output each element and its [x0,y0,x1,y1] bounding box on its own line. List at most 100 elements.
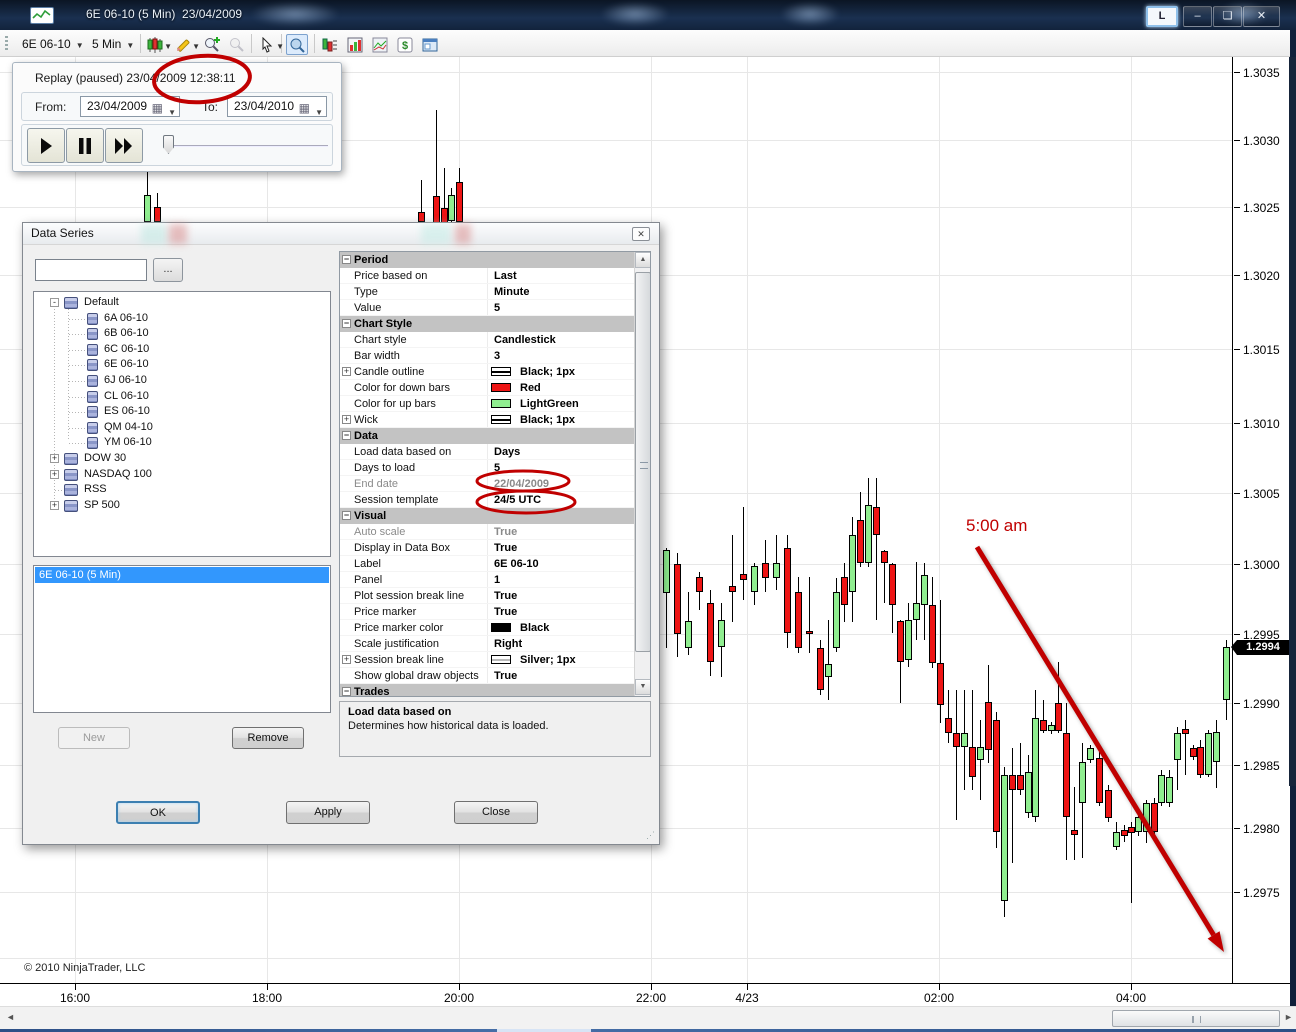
property-price-marker[interactable]: Price marker True [340,604,634,620]
tree-item-6e-06-10[interactable]: 6E 06-10 [34,357,330,373]
candlestick[interactable] [1223,647,1230,700]
resize-grip[interactable]: ⋰ [646,830,655,840]
property-auto-scale[interactable]: Auto scale True [340,524,634,540]
candlestick[interactable] [806,631,813,634]
dollar-button[interactable]: $ [394,34,416,55]
candlestick[interactable] [663,550,670,593]
property-chart-style[interactable]: Chart style Candlestick [340,332,634,348]
tree-item-6j-06-10[interactable]: 6J 06-10 [34,373,330,389]
candlestick[interactable] [889,564,896,605]
property-value[interactable]: Days [487,444,634,460]
panel-button[interactable] [419,34,441,55]
candlestick[interactable] [154,207,161,222]
property-label[interactable]: Label 6E 06-10 [340,556,634,572]
candlestick[interactable] [1197,747,1204,775]
collapse-icon[interactable]: − [342,254,351,264]
candlestick[interactable] [1151,803,1158,832]
zoom-in-button[interactable] [201,34,223,55]
candlestick[interactable] [833,592,840,648]
browse-button[interactable]: ... [153,258,183,282]
candlestick[interactable] [1213,732,1220,762]
candlestick[interactable] [921,575,928,605]
expand-icon[interactable]: + [50,468,59,479]
tree-item-sp-500[interactable]: + SP 500 [34,498,330,514]
candlestick[interactable] [707,603,714,662]
ok-button[interactable]: OK [116,801,200,824]
property-panel[interactable]: Panel 1 [340,572,634,588]
list-item-selected[interactable]: 6E 06-10 (5 Min) [35,567,329,583]
remove-button[interactable]: Remove [232,727,304,749]
property-value[interactable]: True [487,524,634,540]
candlestick[interactable] [674,564,681,634]
play-button[interactable] [27,128,65,163]
property-days-to-load[interactable]: Days to load 5 [340,460,634,476]
section-chart-style[interactable]: − Chart Style [340,316,634,332]
candlestick[interactable] [1009,775,1016,790]
tree-item-rss[interactable]: RSS [34,482,330,498]
data-series-dialog[interactable]: Data Series ✕ ... - Default 6A 06-10 6B 06-… [22,222,660,845]
property-value[interactable]: True [487,588,634,604]
property-value[interactable]: Value 5 [340,300,634,316]
chevron-down-icon[interactable]: ▼ [168,108,176,117]
candlestick[interactable] [825,664,832,677]
candlestick[interactable] [961,733,968,747]
scrollbar-thumb[interactable] [1112,1010,1280,1027]
minimize-button[interactable]: ‒ [1183,6,1212,27]
property-value[interactable]: 5 [487,300,634,316]
to-date-field[interactable]: 23/04/2010 ▦ ▼ [227,96,327,117]
candlestick[interactable] [969,747,976,777]
tree-item-6c-06-10[interactable]: 6C 06-10 [34,342,330,358]
candlestick[interactable] [905,620,912,660]
property-value[interactable]: 22/04/2009 [487,476,634,492]
series-list[interactable]: 6E 06-10 (5 Min) [33,565,331,713]
tree-item-ym-06-10[interactable]: YM 06-10 [34,435,330,451]
candlestick[interactable] [1166,777,1173,803]
property-show-global-draw-objects[interactable]: Show global draw objects True [340,668,634,684]
candlestick[interactable] [1128,827,1135,833]
candlestick[interactable] [1025,772,1032,813]
draw-button[interactable]: ▼ [172,34,200,55]
candlestick[interactable] [1040,720,1047,731]
candlestick[interactable] [729,586,736,592]
candlestick[interactable] [873,507,880,535]
property-value[interactable]: Last [487,268,634,284]
candlestick[interactable] [456,182,463,222]
price-axis[interactable]: 1.2994 1.3035 1.3030 1.3025 1.3020 1.3015 1.3… [1231,57,1290,983]
candlestick[interactable] [1048,725,1055,731]
collapse-icon[interactable]: − [342,510,351,520]
scroll-up-icon[interactable]: ▲ [635,252,650,268]
chart-trader-button[interactable] [319,34,341,55]
close-dialog-button[interactable]: Close [454,801,538,824]
collapse-icon[interactable]: − [342,318,351,328]
candlestick[interactable] [841,577,848,605]
scroll-right-icon[interactable]: ► [1284,1012,1293,1022]
property-value[interactable]: True [487,540,634,556]
time-axis[interactable]: 16:00 18:00 20:00 22:00 4/23 02:00 04:00 [0,983,1290,1006]
candlestick[interactable] [1174,733,1181,760]
candlestick[interactable] [1205,733,1212,775]
property-value[interactable]: Black; 1px [487,412,634,428]
tree-item-nasdaq-100[interactable]: + NASDAQ 100 [34,467,330,483]
candlestick[interactable] [448,195,455,221]
candlestick[interactable] [795,592,802,648]
tree-item-default[interactable]: - Default [34,295,330,311]
candlestick[interactable] [985,702,992,750]
tree-item-qm-04-10[interactable]: QM 04-10 [34,420,330,436]
candlestick[interactable] [1143,803,1150,832]
candlestick[interactable] [1055,703,1062,731]
property-grid[interactable]: − Period Price based on Last Type Minute Value… [339,251,651,697]
link-button[interactable]: L [1146,6,1178,27]
property-value[interactable]: True [487,604,634,620]
chevron-down-icon[interactable]: ▼ [315,108,323,117]
cursor-button[interactable]: ▼ [256,34,284,55]
candlestick[interactable] [1001,775,1008,901]
property-value[interactable]: Red [487,380,634,396]
candlestick[interactable] [1113,832,1120,847]
section-trades[interactable]: − Trades [340,684,634,696]
candlestick[interactable] [1096,758,1103,803]
candlestick[interactable] [881,551,888,563]
expand-icon[interactable]: + [342,654,351,664]
property-color-for-down-bars[interactable]: Color for down bars Red [340,380,634,396]
collapse-icon[interactable]: − [342,430,351,440]
candlestick[interactable] [1105,790,1112,818]
